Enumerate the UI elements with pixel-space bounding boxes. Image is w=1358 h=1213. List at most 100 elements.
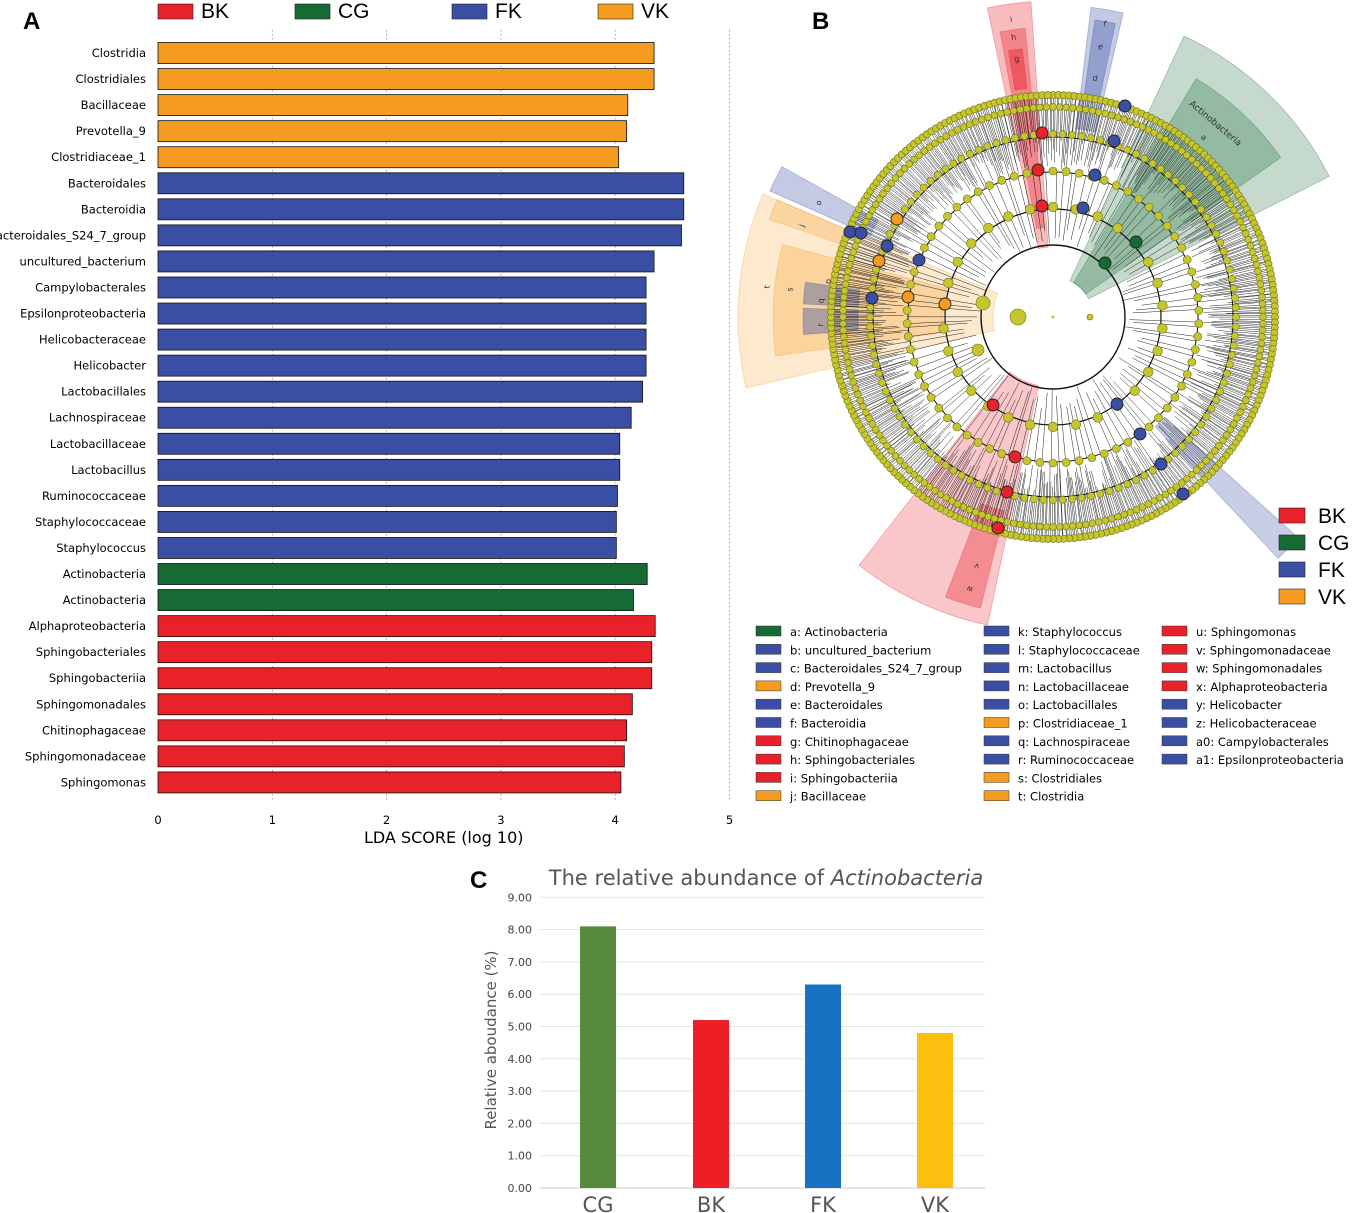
cladogram-branch <box>1231 293 1274 299</box>
bar-fk <box>805 984 841 1188</box>
cladogram-branch <box>929 467 953 502</box>
cladogram-branch <box>1124 233 1172 267</box>
cladogram-node <box>1152 277 1163 289</box>
cladogram-node <box>868 420 876 428</box>
cladogram-key-node-fk <box>854 226 868 240</box>
clade-highlight-vk <box>772 244 948 357</box>
cladogram-node <box>1244 235 1252 244</box>
key-label: l: Staphylococcaceae <box>1018 643 1140 657</box>
clade-letter-label: p <box>823 278 833 284</box>
category-label: Sphingomonas <box>61 775 146 789</box>
cladogram-node <box>1022 521 1031 530</box>
bar-fk <box>157 406 632 429</box>
cladogram-branch <box>891 163 929 199</box>
cladogram-node <box>1114 513 1122 521</box>
key-label: f: Bacteroidia <box>790 717 866 731</box>
cladogram-branch <box>835 272 877 282</box>
cladogram-branch <box>909 328 964 337</box>
cladogram-node <box>919 442 928 451</box>
cladogram-node <box>1156 165 1165 173</box>
cladogram-node <box>1138 503 1147 511</box>
cladogram-node <box>1069 104 1077 112</box>
cladogram-key-node-bk <box>1031 163 1045 177</box>
category-label: Helicobacteraceae <box>39 333 146 347</box>
bar-fk <box>157 224 682 247</box>
key-swatch-fk <box>755 662 782 673</box>
cladogram-branch <box>1141 337 1195 351</box>
key-label: p: Clostridiaceae_1 <box>1018 717 1128 731</box>
cladogram-node <box>1092 211 1103 222</box>
cladogram-node <box>952 256 963 268</box>
cladogram-node <box>906 197 915 206</box>
cladogram-node <box>919 183 928 192</box>
cladogram-branch <box>1200 422 1234 447</box>
cladogram-node <box>1107 514 1116 523</box>
cladogram-node <box>983 483 992 492</box>
cladogram-node <box>1126 118 1135 126</box>
cladogram-branch <box>838 259 876 271</box>
cladogram-node <box>1003 211 1014 222</box>
cladogram-branch <box>1094 390 1125 444</box>
cladogram-node <box>1193 466 1201 474</box>
cladogram-branch <box>831 319 871 321</box>
cladogram-branch <box>1172 162 1213 201</box>
cladogram-node <box>909 357 919 367</box>
cladogram-node <box>942 132 950 140</box>
cladogram-branch <box>1218 398 1253 415</box>
cladogram-branch <box>947 374 992 417</box>
cladogram-node <box>1123 480 1132 489</box>
cladogram-node <box>1082 105 1090 114</box>
bar-bk <box>157 667 653 690</box>
cladogram-node <box>992 139 1001 147</box>
cladogram-node <box>883 184 891 192</box>
cladogram-branch <box>1216 218 1253 237</box>
category-label: Bacteroidia <box>81 202 146 216</box>
panel-label-a: A <box>23 8 40 35</box>
cladogram-branch <box>1158 143 1192 185</box>
cladogram-node <box>1087 492 1095 500</box>
key-label: g: Chitinophagaceae <box>790 735 909 749</box>
cladogram-branch <box>967 478 987 523</box>
cladogram-branch <box>1218 366 1266 382</box>
cladogram-node <box>1087 453 1097 463</box>
cladogram-node <box>959 503 968 511</box>
cladogram-branch <box>1152 133 1179 173</box>
cladogram-branch <box>1181 164 1215 197</box>
cladogram-branch <box>925 358 978 387</box>
cladogram-node <box>847 254 856 263</box>
cladogram-node <box>881 387 890 396</box>
bar-cg <box>157 563 648 585</box>
cladogram-node <box>997 449 1006 458</box>
cladogram-node <box>1062 103 1070 112</box>
y-tick-label: 6.00 <box>508 988 533 1001</box>
clade-letter-label: v <box>973 561 980 571</box>
key-swatch-fk <box>755 717 782 728</box>
bar-bk <box>693 1020 729 1188</box>
cladogram-branch <box>1004 180 1025 236</box>
cladogram-branch <box>1219 318 1275 320</box>
key-label: u: Sphingomonas <box>1196 625 1296 639</box>
category-label: Staphylococcus <box>56 541 146 555</box>
cladogram-node <box>1003 412 1014 423</box>
cladogram-branch <box>1221 279 1272 289</box>
cladogram-node <box>1123 187 1133 196</box>
cladogram-branch <box>952 211 998 260</box>
cladogram-key-node-bk <box>1008 450 1022 464</box>
cladogram: ActinobacteriaaihgfedxwvtsqrpojBKCGFKVKa… <box>737 1 1350 804</box>
clade-letter-label: t <box>762 285 771 289</box>
cladogram-branch <box>835 355 876 365</box>
cladogram-key-node-fk <box>1110 397 1124 411</box>
category-label: uncultured_bacterium <box>20 254 146 268</box>
cladogram-node <box>1206 174 1215 182</box>
cladogram-node <box>983 222 994 234</box>
cladogram-node <box>1211 179 1219 187</box>
cladogram-node <box>926 177 935 185</box>
cladogram-branch <box>1019 495 1027 537</box>
bar-fk <box>157 172 685 195</box>
key-label: a0: Campylobacterales <box>1196 735 1329 749</box>
cladogram-node <box>1029 495 1038 503</box>
cladogram-branch <box>893 162 935 202</box>
cladogram-node <box>1088 107 1097 115</box>
cladogram-branch <box>867 195 915 227</box>
cladogram-node <box>1231 303 1240 312</box>
